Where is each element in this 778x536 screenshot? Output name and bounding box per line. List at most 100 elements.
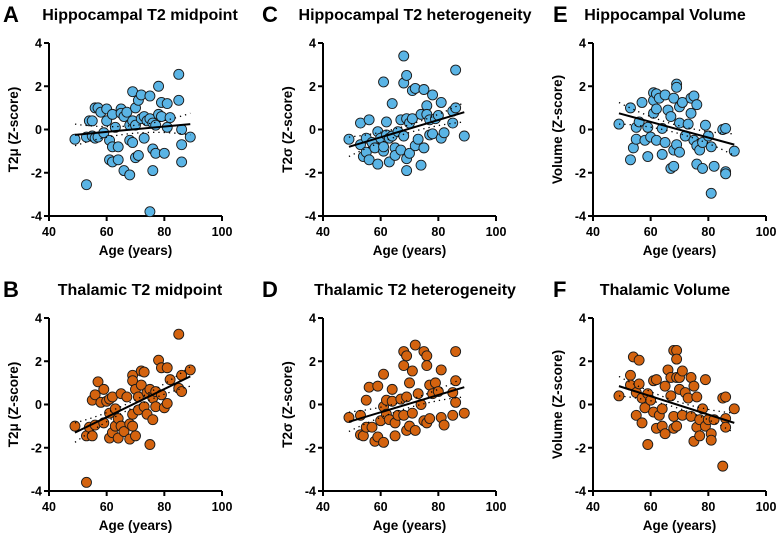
data-point — [176, 156, 188, 168]
x-tick-label: 100 — [486, 225, 507, 239]
data-point — [112, 154, 124, 166]
y-tick-label: 2 — [35, 355, 42, 369]
data-point — [659, 380, 671, 392]
data-point — [674, 146, 685, 158]
data-point — [671, 420, 683, 432]
y-tick-label: -4 — [305, 485, 316, 499]
y-tick-label: -2 — [305, 441, 316, 455]
data-point — [173, 328, 185, 340]
data-point — [363, 114, 375, 126]
data-point — [378, 76, 389, 88]
data-point — [144, 90, 156, 102]
ci-upper-band — [618, 101, 735, 135]
data-point — [427, 128, 439, 140]
data-point — [656, 403, 668, 415]
data-point — [447, 409, 459, 421]
data-point — [697, 162, 709, 174]
data-point — [161, 362, 173, 374]
data-point — [158, 147, 170, 159]
data-point — [636, 97, 648, 108]
data-point — [130, 430, 141, 442]
data-point — [665, 390, 677, 402]
y-axis-label: T2σ (Z-score) — [280, 86, 295, 173]
data-point — [412, 388, 424, 400]
data-point — [372, 158, 384, 170]
y-axis-label: Volume (Z-score) — [550, 350, 565, 459]
data-point — [121, 391, 133, 403]
panel-letter: D — [262, 277, 278, 302]
data-point — [720, 391, 732, 403]
x-tick-label: 100 — [756, 500, 777, 514]
chart-title: Thalamic T2 heterogeneity — [314, 282, 516, 299]
data-point — [613, 390, 625, 402]
regression-line — [618, 112, 735, 146]
data-point — [153, 80, 165, 92]
data-point — [668, 160, 680, 172]
data-point — [650, 103, 662, 115]
data-point — [676, 365, 688, 377]
data-point — [401, 69, 413, 81]
panel-letter: E — [553, 2, 568, 27]
x-tick-label: 60 — [100, 225, 114, 239]
data-point — [118, 426, 130, 437]
data-point — [147, 165, 159, 177]
x-tick-label: 60 — [374, 225, 388, 239]
x-tick-label: 40 — [316, 500, 330, 514]
data-point — [633, 378, 645, 390]
panel-letter: B — [3, 277, 19, 302]
data-point — [418, 84, 430, 95]
data-point — [92, 376, 104, 388]
data-point — [176, 139, 188, 151]
y-axis-label: T2μ (Z-score) — [6, 87, 21, 173]
data-point — [447, 117, 459, 129]
y-tick-label: 2 — [35, 80, 42, 94]
data-point — [435, 364, 447, 376]
y-tick-label: -4 — [305, 210, 316, 224]
data-point — [671, 81, 683, 93]
y-tick-label: 2 — [309, 355, 316, 369]
y-tick-label: -4 — [575, 210, 586, 224]
data-point — [124, 169, 136, 181]
ci-upper-band — [348, 376, 465, 413]
data-point — [378, 368, 389, 380]
y-tick-label: -2 — [305, 166, 316, 180]
data-point — [404, 377, 415, 389]
data-point — [398, 360, 410, 372]
data-point — [625, 154, 636, 166]
data-point — [184, 364, 196, 376]
data-point — [691, 391, 703, 403]
data-point — [112, 141, 124, 153]
y-tick-label: -4 — [575, 485, 586, 499]
data-point — [728, 403, 740, 415]
y-tick-label: -2 — [575, 166, 586, 180]
data-point — [386, 98, 398, 110]
x-tick-label: 100 — [486, 500, 507, 514]
data-point — [642, 121, 654, 133]
data-point — [150, 119, 162, 131]
data-point — [424, 413, 436, 425]
x-tick-label: 100 — [212, 225, 233, 239]
chart-title: Thalamic T2 midpoint — [58, 282, 223, 299]
chart-title: Hippocampal T2 midpoint — [42, 7, 238, 24]
panel-letter: C — [262, 2, 278, 27]
y-tick-label: 4 — [35, 312, 42, 326]
data-point — [343, 133, 355, 145]
chart-title: Hippocampal T2 heterogeneity — [299, 7, 532, 24]
data-point — [89, 389, 101, 401]
data-point — [401, 350, 413, 362]
x-tick-label: 40 — [42, 225, 56, 239]
y-tick-label: 4 — [579, 37, 586, 51]
data-point — [161, 98, 173, 110]
data-point — [406, 113, 418, 125]
panel-e: E Hippocampal Volume -4 -2 0 2 4 40 60 80 100 Age (… — [550, 2, 776, 258]
data-point — [717, 460, 729, 472]
data-point — [676, 97, 688, 108]
data-point — [435, 97, 447, 108]
x-tick-label: 60 — [644, 225, 658, 239]
regression-line — [348, 386, 465, 423]
data-point — [415, 159, 427, 171]
x-axis-label: Age (years) — [373, 243, 447, 258]
data-point — [720, 168, 732, 180]
data-point — [682, 118, 694, 130]
data-point — [613, 118, 625, 130]
